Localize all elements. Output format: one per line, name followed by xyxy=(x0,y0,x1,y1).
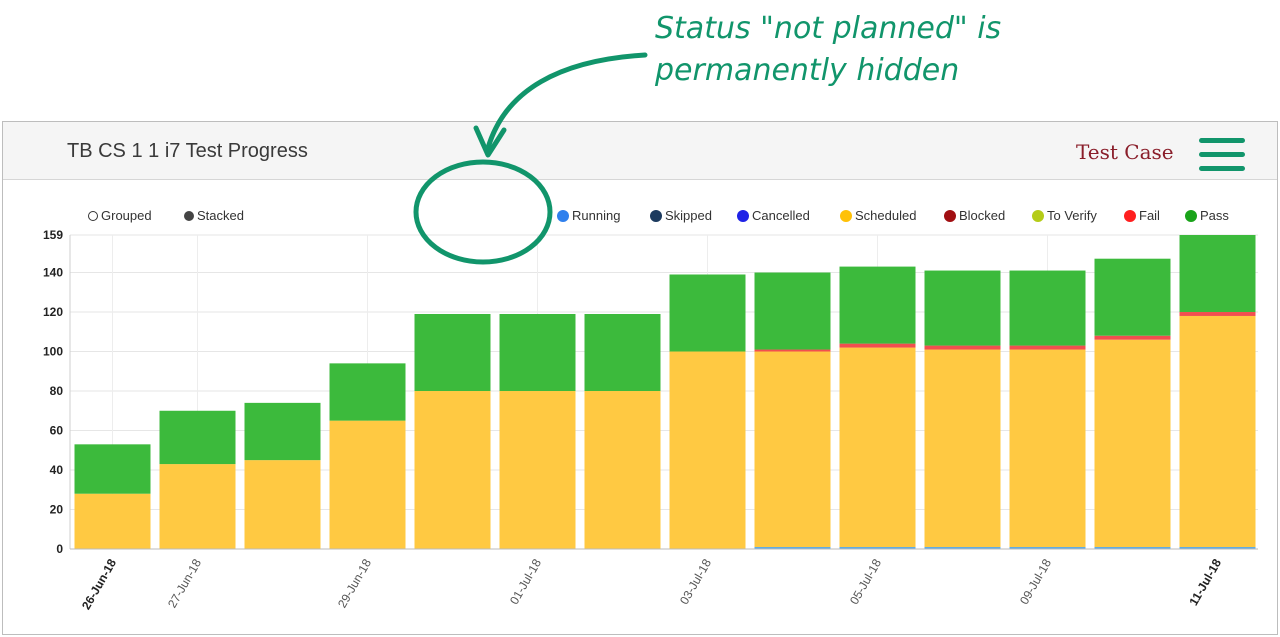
bar-segment-running[interactable] xyxy=(1179,547,1256,549)
legend-swatch-icon xyxy=(557,210,569,222)
bar-segment-scheduled[interactable] xyxy=(584,391,661,549)
stacked-radio[interactable]: Stacked xyxy=(184,208,244,223)
bar-segment-scheduled[interactable] xyxy=(924,349,1001,548)
test-case-selector[interactable]: Test Case xyxy=(1076,140,1174,164)
bar-segment-scheduled[interactable] xyxy=(414,391,491,549)
legend-item-blocked[interactable]: Blocked xyxy=(944,208,1005,223)
chart-legend: Running Skipped Cancelled Scheduled Blocked T… xyxy=(0,208,1280,226)
bar-segment-scheduled[interactable] xyxy=(499,391,576,549)
bar-segment-fail[interactable] xyxy=(1179,312,1256,316)
bar-segment-pass[interactable] xyxy=(499,313,576,392)
bar-segment-fail[interactable] xyxy=(1094,335,1171,340)
legend-swatch-icon xyxy=(840,210,852,222)
annotation-line-2: permanently hidden xyxy=(655,53,960,88)
legend-label: Blocked xyxy=(959,208,1006,223)
legend-swatch-icon xyxy=(1185,210,1197,222)
bar-segment-pass[interactable] xyxy=(159,410,236,465)
x-tick-label: 27-Jun-18 xyxy=(165,556,204,610)
bar-segment-scheduled[interactable] xyxy=(74,493,151,549)
x-tick-label: 09-Jul-18 xyxy=(1017,556,1054,607)
legend-label: Pass xyxy=(1200,208,1229,223)
legend-item-scheduled[interactable]: Scheduled xyxy=(840,208,916,223)
legend-swatch-icon xyxy=(1124,210,1136,222)
annotation-callout: Status "not planned" is permanently hidd… xyxy=(655,8,1001,92)
legend-item-skipped[interactable]: Skipped xyxy=(650,208,712,223)
bar-segment-pass[interactable] xyxy=(244,402,321,461)
grouped-radio[interactable]: Grouped xyxy=(88,208,152,223)
bar-segment-fail[interactable] xyxy=(839,343,916,348)
legend-swatch-icon xyxy=(1032,210,1044,222)
bar-segment-scheduled[interactable] xyxy=(329,420,406,549)
y-tick-label: 120 xyxy=(43,305,63,319)
y-tick-label: 0 xyxy=(56,542,63,556)
bar-segment-scheduled[interactable] xyxy=(244,460,321,549)
bar-segment-scheduled[interactable] xyxy=(1009,349,1086,548)
hamburger-menu-icon[interactable] xyxy=(1199,138,1245,172)
grouped-label: Grouped xyxy=(101,208,152,223)
bar-segment-scheduled[interactable] xyxy=(754,351,831,548)
bar-segment-pass[interactable] xyxy=(839,266,916,344)
legend-item-pass[interactable]: Pass xyxy=(1185,208,1229,223)
bar-segment-pass[interactable] xyxy=(584,313,661,392)
y-tick-label: 80 xyxy=(50,384,64,398)
legend-label: Scheduled xyxy=(855,208,917,223)
bar-segment-running[interactable] xyxy=(839,547,916,549)
bar-segment-fail[interactable] xyxy=(924,345,1001,350)
stacked-label: Stacked xyxy=(197,208,244,223)
x-tick-label: 01-Jul-18 xyxy=(507,556,544,607)
bar-segment-pass[interactable] xyxy=(1094,258,1171,336)
legend-label: Running xyxy=(572,208,621,223)
hamburger-bar xyxy=(1199,138,1245,143)
annotation-line-1: Status "not planned" is xyxy=(655,11,1002,46)
bar-segment-fail[interactable] xyxy=(754,349,831,352)
bar-segment-running[interactable] xyxy=(1009,547,1086,549)
x-tick-label: 05-Jul-18 xyxy=(847,556,884,607)
y-tick-label: 159 xyxy=(43,228,63,242)
bar-segment-pass[interactable] xyxy=(1009,270,1086,346)
bar-segment-running[interactable] xyxy=(1094,547,1171,549)
hamburger-bar xyxy=(1199,166,1245,171)
bar-segment-running[interactable] xyxy=(754,547,831,549)
legend-item-cancelled[interactable]: Cancelled xyxy=(737,208,810,223)
bar-segment-fail[interactable] xyxy=(1009,345,1086,350)
legend-label: Cancelled xyxy=(752,208,810,223)
y-tick-label: 60 xyxy=(50,424,64,438)
x-tick-label: 26-Jun-18 xyxy=(79,556,119,612)
legend-item-to-verify[interactable]: To Verify xyxy=(1032,208,1097,223)
hamburger-bar xyxy=(1199,152,1245,157)
y-tick-label: 20 xyxy=(50,503,64,517)
y-tick-label: 100 xyxy=(43,345,63,359)
bar-segment-scheduled[interactable] xyxy=(159,464,236,549)
bar-segment-pass[interactable] xyxy=(924,270,1001,346)
legend-swatch-icon xyxy=(650,210,662,222)
radio-selected-icon xyxy=(184,211,194,221)
bar-segment-running[interactable] xyxy=(924,547,1001,549)
legend-swatch-icon xyxy=(944,210,956,222)
y-tick-label: 40 xyxy=(50,463,64,477)
legend-swatch-icon xyxy=(737,210,749,222)
legend-label: Skipped xyxy=(665,208,712,223)
y-tick-label: 140 xyxy=(43,266,63,280)
radio-unselected-icon xyxy=(88,211,98,221)
bar-segment-pass[interactable] xyxy=(754,272,831,350)
widget-title: TB CS 1 1 i7 Test Progress xyxy=(67,140,308,162)
bar-segment-scheduled[interactable] xyxy=(669,351,746,549)
bar-segment-pass[interactable] xyxy=(414,313,491,392)
legend-item-fail[interactable]: Fail xyxy=(1124,208,1160,223)
bar-segment-pass[interactable] xyxy=(1179,235,1256,313)
legend-label: Fail xyxy=(1139,208,1160,223)
x-tick-label: 03-Jul-18 xyxy=(677,556,714,607)
x-tick-label: 11-Jul-18 xyxy=(1186,556,1224,608)
x-tick-label: 29-Jun-18 xyxy=(335,556,374,610)
bar-segment-scheduled[interactable] xyxy=(1179,315,1256,548)
bar-segment-pass[interactable] xyxy=(669,274,746,352)
bar-segment-pass[interactable] xyxy=(74,444,151,494)
legend-item-running[interactable]: Running xyxy=(557,208,620,223)
bar-segment-scheduled[interactable] xyxy=(1094,339,1171,548)
bar-segment-pass[interactable] xyxy=(329,363,406,421)
bar-segment-scheduled[interactable] xyxy=(839,347,916,548)
legend-label: To Verify xyxy=(1047,208,1097,223)
